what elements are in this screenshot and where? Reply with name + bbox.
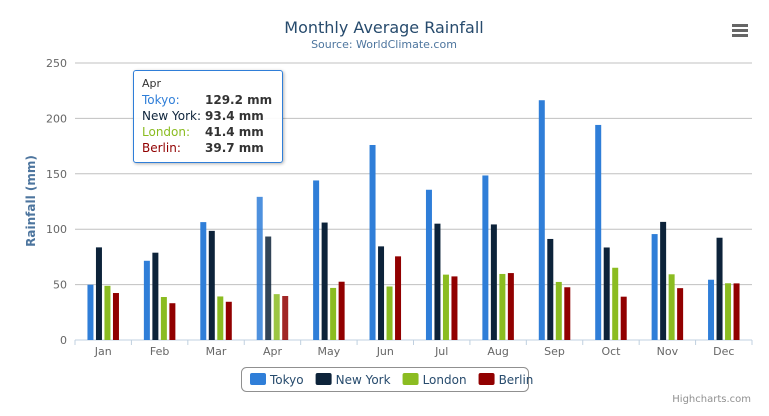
x-tick-label: Jul bbox=[434, 345, 448, 358]
tooltip-value: 41.4 mm bbox=[205, 125, 264, 139]
y-tick-label: 250 bbox=[46, 57, 67, 70]
bar-new-york[interactable] bbox=[547, 238, 554, 340]
bar-london[interactable] bbox=[442, 274, 449, 340]
bar-new-york[interactable] bbox=[716, 237, 723, 340]
x-tick-label: Oct bbox=[601, 345, 621, 358]
bar-new-york[interactable] bbox=[660, 221, 667, 340]
bar-tokyo[interactable] bbox=[595, 124, 602, 341]
bar-berlin[interactable] bbox=[395, 256, 402, 340]
tooltip-header: Apr bbox=[142, 77, 162, 90]
bar-london[interactable] bbox=[273, 294, 280, 340]
x-tick-label: Apr bbox=[263, 345, 283, 358]
bar-new-york[interactable] bbox=[378, 246, 385, 340]
bar-tokyo[interactable] bbox=[425, 189, 432, 340]
bar-berlin[interactable] bbox=[677, 288, 684, 340]
tooltip-value: 93.4 mm bbox=[205, 109, 264, 123]
x-tick-label: Sep bbox=[544, 345, 565, 358]
bar-berlin[interactable] bbox=[282, 296, 289, 340]
tooltip-name: London: bbox=[142, 125, 191, 139]
tooltip-value: 39.7 mm bbox=[205, 141, 264, 155]
x-tick-label: Jun bbox=[376, 345, 394, 358]
legend-swatch bbox=[402, 373, 419, 385]
bar-berlin[interactable] bbox=[112, 293, 119, 340]
bar-new-york[interactable] bbox=[490, 224, 497, 340]
bar-berlin[interactable] bbox=[451, 276, 458, 340]
legend-item[interactable]: Tokyo bbox=[269, 373, 304, 387]
bar-berlin[interactable] bbox=[564, 287, 571, 340]
bar-berlin[interactable] bbox=[169, 303, 176, 340]
x-tick-label: Dec bbox=[713, 345, 734, 358]
bar-new-york[interactable] bbox=[321, 222, 328, 340]
bar-london[interactable] bbox=[104, 285, 111, 340]
bar-tokyo[interactable] bbox=[708, 279, 715, 340]
bar-london[interactable] bbox=[330, 287, 337, 340]
bar-tokyo[interactable] bbox=[200, 222, 207, 340]
bar-tokyo[interactable] bbox=[651, 234, 658, 340]
x-tick-label: Aug bbox=[487, 345, 508, 358]
bar-tokyo[interactable] bbox=[538, 100, 545, 341]
bar-london[interactable] bbox=[612, 267, 619, 340]
legend-swatch bbox=[315, 373, 332, 385]
legend-item[interactable]: London bbox=[423, 373, 467, 387]
bar-london[interactable] bbox=[160, 297, 167, 340]
credits-link[interactable]: Highcharts.com bbox=[672, 394, 751, 405]
bar-london[interactable] bbox=[555, 281, 562, 340]
y-axis-label: Rainfall (mm) bbox=[24, 155, 38, 247]
tooltip-name: Berlin: bbox=[142, 141, 181, 155]
bar-berlin[interactable] bbox=[733, 283, 740, 340]
tooltip-name: New York: bbox=[142, 109, 201, 123]
bar-berlin[interactable] bbox=[225, 301, 232, 340]
y-tick-label: 150 bbox=[46, 168, 67, 181]
y-tick-label: 0 bbox=[60, 334, 67, 347]
bar-london[interactable] bbox=[668, 274, 675, 340]
bar-berlin[interactable] bbox=[338, 281, 345, 340]
bar-tokyo[interactable] bbox=[313, 180, 320, 340]
x-tick-label: Mar bbox=[206, 345, 227, 358]
x-tick-label: Jan bbox=[94, 345, 112, 358]
chart-subtitle: Source: WorldClimate.com bbox=[311, 38, 457, 51]
bar-new-york[interactable] bbox=[603, 247, 610, 340]
x-tick-label: May bbox=[318, 345, 341, 358]
bar-tokyo[interactable] bbox=[87, 284, 94, 340]
tooltip-value: 129.2 mm bbox=[205, 93, 273, 107]
tooltip: Apr Tokyo: 129.2 mm New York: 93.4 mm Lond… bbox=[133, 70, 283, 163]
bar-new-york[interactable] bbox=[152, 252, 159, 340]
x-tick-label: Feb bbox=[150, 345, 169, 358]
bar-berlin[interactable] bbox=[507, 273, 514, 340]
tooltip-name: Tokyo: bbox=[142, 93, 180, 107]
bar-new-york[interactable] bbox=[265, 236, 272, 340]
y-tick-label: 100 bbox=[46, 223, 67, 236]
bar-berlin[interactable] bbox=[620, 296, 627, 340]
bar-tokyo[interactable] bbox=[256, 196, 263, 340]
bar-tokyo[interactable] bbox=[482, 175, 489, 340]
legend-box bbox=[241, 367, 529, 392]
bar-tokyo[interactable] bbox=[143, 260, 150, 340]
bar-new-york[interactable] bbox=[434, 223, 441, 340]
x-tick-label: Nov bbox=[657, 345, 679, 358]
legend-item[interactable]: New York bbox=[336, 373, 391, 387]
bar-london[interactable] bbox=[386, 286, 393, 340]
chart-title: Monthly Average Rainfall bbox=[284, 18, 483, 37]
bar-london[interactable] bbox=[725, 283, 732, 340]
bar-london[interactable] bbox=[217, 296, 224, 340]
hamburger-menu-icon[interactable] bbox=[732, 24, 748, 37]
legend-swatch bbox=[250, 373, 266, 385]
bar-new-york[interactable] bbox=[208, 230, 215, 340]
y-tick-label: 50 bbox=[53, 279, 67, 292]
y-tick-label: 200 bbox=[46, 112, 67, 125]
bar-london[interactable] bbox=[499, 273, 506, 340]
legend-swatch bbox=[478, 373, 495, 385]
legend-item[interactable]: Berlin bbox=[499, 373, 534, 387]
bar-new-york[interactable] bbox=[95, 247, 102, 340]
bar-tokyo[interactable] bbox=[369, 144, 376, 340]
